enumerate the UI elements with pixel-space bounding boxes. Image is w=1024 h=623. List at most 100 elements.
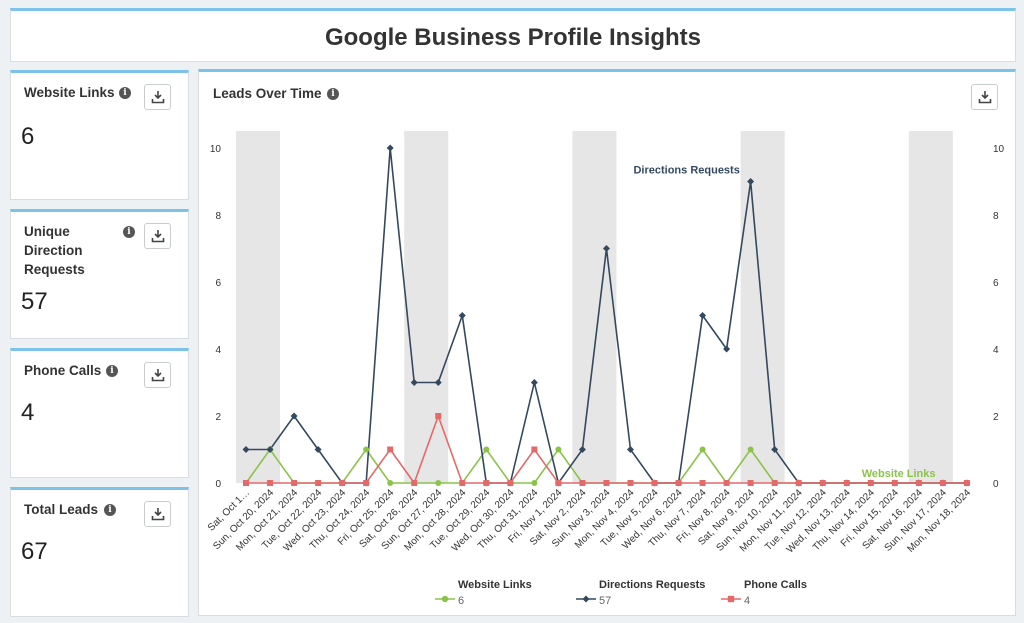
data-point [435,413,442,419]
weekend-band [908,131,953,483]
stat-label: Unique Direction Requests [24,224,85,277]
info-icon[interactable]: i [106,365,118,377]
data-point [723,480,730,486]
y-tick-left: 4 [215,345,221,356]
data-point [627,480,634,486]
data-point [459,480,466,486]
data-point [795,480,802,486]
weekend-band [572,131,617,483]
data-point [266,446,274,453]
page-title: Google Business Profile Insights [324,24,702,51]
data-point [939,480,946,486]
data-point [747,178,755,185]
data-point [699,446,706,453]
data-point [747,446,754,453]
stat-label: Website Links [24,85,115,100]
data-point [578,446,586,453]
data-point [458,312,466,319]
download-icon [151,508,165,521]
y-tick-right: 10 [993,144,1005,155]
data-point [531,480,538,486]
data-point [507,480,514,486]
data-point [242,446,250,453]
y-tick-right: 8 [993,211,999,222]
data-point [555,480,562,486]
data-point [555,446,562,453]
data-point [314,446,322,453]
legend-value: 57 [599,595,611,607]
stat-card-direction-requests: Unique Direction Requests i 57 [10,209,189,339]
data-point [435,480,442,486]
data-point [771,480,778,486]
data-point [963,480,970,486]
stat-card-phone-calls: Phone Calls i 4 [10,348,189,478]
download-icon [151,91,165,104]
data-point [891,480,898,486]
data-point [699,480,706,486]
data-point [626,446,634,453]
data-point [291,480,298,486]
y-tick-right: 6 [993,278,999,289]
data-point [602,245,610,252]
data-point [651,480,658,486]
data-point [867,480,874,486]
y-tick-left: 10 [210,144,222,155]
download-button[interactable] [144,362,171,388]
annotation-website-links: Website Links [862,468,936,480]
y-tick-right: 0 [993,479,999,490]
stat-label: Phone Calls [24,363,102,378]
data-point [579,480,586,486]
y-tick-right: 2 [993,412,999,423]
data-point [603,480,610,486]
download-button[interactable] [144,223,171,249]
legend-value: 6 [458,595,464,607]
legend-label: Website Links [458,579,532,591]
y-tick-left: 8 [215,211,221,222]
data-point [483,446,490,453]
data-point [387,446,394,453]
data-point [819,480,826,486]
download-icon [151,369,165,382]
data-point [386,144,394,152]
data-point [434,379,442,386]
stat-value: 4 [21,399,35,426]
stat-value: 6 [21,123,35,150]
data-point [699,312,707,319]
weekend-band [236,131,281,483]
data-point [290,412,298,420]
data-point [267,480,274,486]
data-point [315,480,322,486]
data-point [531,446,538,453]
legend-value: 4 [744,595,750,607]
stat-label: Total Leads [24,502,99,517]
info-icon[interactable]: i [119,87,131,99]
stat-value: 67 [21,538,48,565]
data-point [363,446,370,453]
data-point [483,480,490,486]
data-point [771,446,779,453]
data-point [339,480,346,486]
download-button[interactable] [971,84,998,110]
data-point [843,480,850,486]
y-tick-left: 0 [215,479,221,490]
data-point [410,379,418,386]
annotation-directions-requests: Directions Requests [633,165,739,177]
legend-swatch-marker [441,595,449,603]
y-tick-left: 6 [215,278,221,289]
data-point [411,480,418,486]
info-icon[interactable]: i [104,504,116,516]
data-point [915,480,922,486]
stat-card-total-leads: Total Leads i 67 [10,487,189,617]
download-icon [978,91,992,104]
y-tick-left: 2 [215,412,221,423]
weekend-band [404,131,449,483]
data-point [387,480,394,486]
info-icon[interactable]: i [327,88,339,100]
data-point [747,480,754,486]
data-point [363,480,370,486]
info-icon[interactable]: i [123,226,135,238]
download-button[interactable] [144,501,171,527]
page-header: Google Business Profile Insights [10,8,1016,62]
download-button[interactable] [144,84,171,110]
